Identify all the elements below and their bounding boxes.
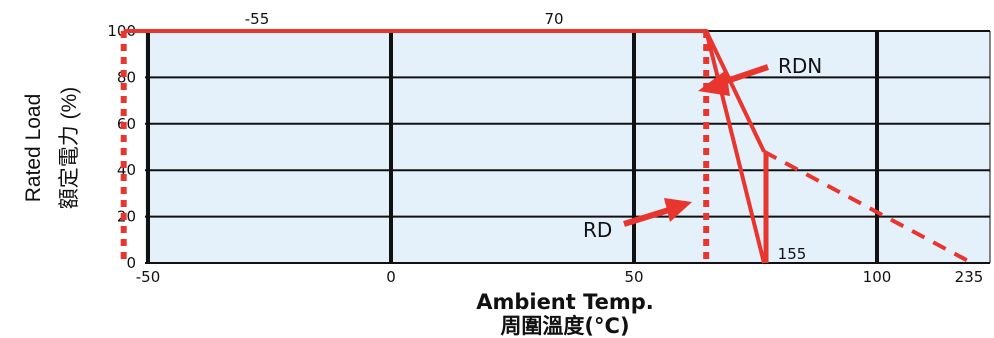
annotation-label: 155 bbox=[778, 245, 807, 263]
x-tick-label: 235 bbox=[955, 268, 984, 286]
plot-area bbox=[145, 31, 990, 263]
annotations: -55 70 155 bbox=[245, 10, 807, 263]
y-axis-title-2: 額定電力 (%) bbox=[58, 87, 81, 210]
annotation-label: 70 bbox=[544, 10, 563, 28]
series-label-rdn: RDN bbox=[778, 54, 822, 78]
x-tick-label: 0 bbox=[386, 268, 396, 286]
x-axis-title: Ambient Temp. bbox=[476, 290, 654, 314]
series-lines bbox=[120, 29, 973, 265]
rdn-arrowhead bbox=[698, 70, 730, 96]
rd-arrow-shaft bbox=[623, 206, 673, 227]
x-axis-title-2: 周圍溫度(°C) bbox=[500, 314, 629, 338]
x-tick-label: -50 bbox=[136, 268, 161, 286]
series-rdn bbox=[123, 29, 766, 153]
series-label-rd: RD bbox=[583, 218, 612, 242]
x-tick-label: 50 bbox=[624, 268, 643, 286]
y-tick-label: 0 bbox=[126, 254, 136, 272]
series-rdn-extension bbox=[763, 149, 973, 265]
label-arrows bbox=[623, 64, 769, 227]
y-axis-title: Rated Load bbox=[22, 94, 45, 203]
x-tick-label: 100 bbox=[863, 268, 892, 286]
annotation-label: -55 bbox=[245, 10, 270, 28]
rd-arrowhead bbox=[664, 198, 692, 222]
